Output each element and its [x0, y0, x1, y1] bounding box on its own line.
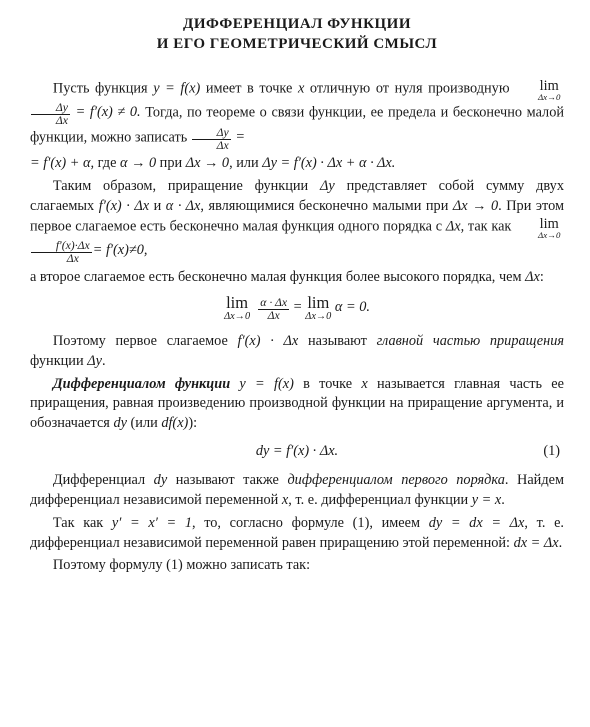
para-5: Дифференциал dy называют также дифференц…	[30, 471, 564, 510]
m: dy	[113, 415, 127, 431]
lim-icon: limΔx→0	[515, 79, 560, 102]
t: (или	[127, 415, 161, 431]
t: при	[156, 155, 186, 171]
t: называют также	[167, 472, 287, 488]
para-7: Поэтому формулу (1) можно записать так:	[30, 556, 564, 576]
t: , то, согласно формуле (1), имеем	[192, 515, 429, 531]
fraction: f′(x)·ΔxΔx	[30, 240, 93, 265]
m: y′ = x′ = 1	[112, 515, 192, 531]
t: , так как	[461, 218, 516, 234]
lim-icon: limΔx→0	[515, 217, 560, 240]
title-line-2: И ЕГО ГЕОМЕТРИЧЕСКИЙ СМЫСЛ	[157, 36, 437, 52]
t: .	[559, 535, 563, 551]
m: = f′(x) + α,	[30, 155, 94, 171]
m: α = 0.	[335, 299, 370, 315]
m: y = x	[472, 492, 502, 508]
m: = f′(x)≠0,	[93, 242, 148, 258]
m: Δx	[446, 218, 461, 234]
t: , т. е. диф­ференциал функции	[288, 492, 472, 508]
t: в точке	[294, 376, 362, 392]
m: Δy = f′(x) · Δx + α · Δx.	[262, 155, 395, 171]
m: f′(x) · Δx	[99, 198, 149, 214]
t: а второе слагаемое есть бесконечно малая…	[30, 269, 525, 285]
m: df(x)	[161, 415, 188, 431]
para-3: Поэтому первое слагаемое f′(x) · Δx назы…	[30, 332, 564, 371]
m: dy = f′(x) · Δx.	[256, 443, 338, 459]
page-title: ДИФФЕРЕНЦИАЛ ФУНКЦИИ И ЕГО ГЕОМЕТРИЧЕСКИ…	[30, 14, 564, 55]
t: .	[102, 353, 106, 369]
para-2: Таким образом, приращение функции Δy пре…	[30, 177, 564, 265]
equation-display-1: limΔx→0 α · ΔxΔx = limΔx→0 α = 0.	[30, 295, 564, 322]
m: Δx → 0	[186, 155, 229, 171]
t: =	[294, 299, 306, 315]
t: функции	[30, 353, 87, 369]
t: Поэтому первое слагаемое	[53, 333, 238, 349]
t: отличную от нуля про­изводную	[304, 80, 515, 96]
em: главной частью приращения	[377, 333, 564, 349]
para-4: Дифференциалом функции y = f(x) в точке …	[30, 375, 564, 434]
m: dy	[154, 472, 168, 488]
m: dx = Δx	[514, 535, 559, 551]
t: имеет в точке	[200, 80, 298, 96]
m: Δx	[525, 269, 540, 285]
fraction: α · ΔxΔx	[257, 297, 290, 322]
t: Так как	[53, 515, 112, 531]
t: Поэтому формулу (1) можно записать так:	[53, 557, 310, 573]
fraction: ΔyΔx	[191, 127, 232, 152]
t: , являющимися бесконечно малыми при	[200, 198, 452, 214]
equation-display-2: dy = f′(x) · Δx. (1)	[30, 442, 564, 462]
para-1b: = f′(x) + α, где α → 0 при Δx → 0, или Δ…	[30, 154, 564, 174]
m: limΔx→0 α · ΔxΔx = limΔx→0 α = 0.	[224, 299, 370, 315]
m: y = f(x)	[153, 80, 200, 96]
fraction: ΔyΔx	[30, 102, 71, 127]
m: f′(x) · Δx	[238, 333, 299, 349]
m: α → 0	[120, 155, 156, 171]
t: ):	[188, 415, 197, 431]
t: .	[501, 492, 505, 508]
m: = f′(x) ≠ 0.	[71, 104, 141, 120]
m: Δx → 0	[453, 198, 498, 214]
t: Пусть функция	[53, 80, 153, 96]
t: где	[94, 155, 120, 171]
em-b: Дифференциалом функции	[53, 376, 230, 392]
m: Δy	[87, 353, 102, 369]
para-6: Так как y′ = x′ = 1, то, согласно формул…	[30, 514, 564, 553]
em: дифференциалом первого по­рядка	[287, 472, 504, 488]
m: ΔyΔx =	[191, 129, 245, 145]
title-line-1: ДИФФЕРЕНЦИАЛ ФУНКЦИИ	[183, 16, 411, 32]
m: dy = dx = Δx	[429, 515, 525, 531]
t: Дифференциал	[53, 472, 154, 488]
t: Таким образом, приращение функции	[53, 178, 320, 194]
t: и	[149, 198, 166, 214]
t: , или	[229, 155, 262, 171]
m: α · Δx	[166, 198, 201, 214]
t: :	[540, 269, 544, 285]
lim-icon: limΔx→0	[305, 295, 331, 322]
m: y = f(x)	[230, 376, 294, 392]
equation-number: (1)	[543, 442, 560, 462]
lim-icon: limΔx→0	[224, 295, 250, 322]
em: Дифференциалом функции y = f(x)	[53, 376, 294, 392]
t: называют	[298, 333, 376, 349]
para-2b: а второе слагаемое есть бесконечно малая…	[30, 268, 564, 288]
m: Δy	[320, 178, 335, 194]
m: =	[232, 129, 245, 145]
para-1: Пусть функция y = f(x) имеет в точке x о…	[30, 79, 564, 152]
